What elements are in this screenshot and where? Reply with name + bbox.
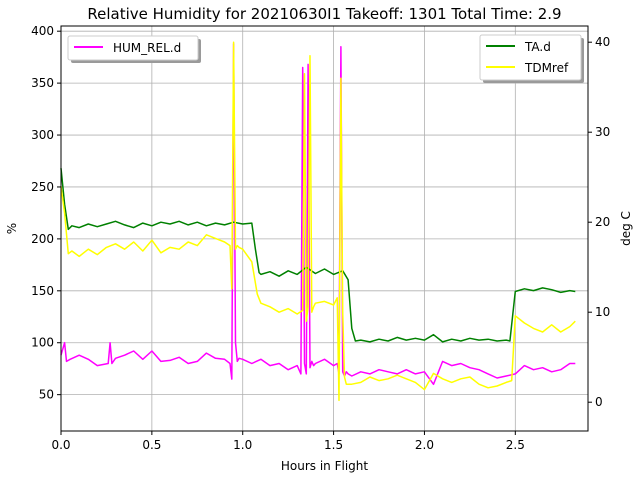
x-axis-ticks: 0.0 0.5 1.0 1.5 2.0 2.5	[51, 431, 525, 452]
y-left-tick-label: 350	[31, 76, 54, 90]
y-left-tick-label: 100	[31, 336, 54, 350]
x-tick-label: 1.5	[324, 438, 343, 452]
series-layer	[60, 41, 576, 402]
y-left-tick-label: 400	[31, 24, 54, 38]
series-line-ta-d	[60, 168, 576, 343]
x-tick-label: 1.0	[233, 438, 252, 452]
y-left-tick-label: 150	[31, 284, 54, 298]
y-right-tick-label: 40	[595, 35, 610, 49]
grid	[60, 26, 588, 431]
series-line-hum-rel-d	[60, 42, 576, 386]
plot-frame	[60, 25, 589, 432]
legend-label-tdmref: TDMref	[524, 61, 569, 75]
plot-area	[61, 26, 588, 431]
y-right-tick-label: 10	[595, 305, 610, 319]
x-tick-label: 0.5	[142, 438, 161, 452]
x-tick-label: 2.5	[506, 438, 525, 452]
x-axis-label: Hours in Flight	[281, 459, 369, 473]
legend-left: HUM_REL.d	[67, 35, 201, 63]
y-right-tick-label: 0	[595, 395, 603, 409]
y-left-tick-label: 50	[39, 388, 54, 402]
series-line-tdmref	[60, 41, 576, 402]
legend-right: TA.d TDMref	[479, 34, 584, 83]
y-left-tick-label: 250	[31, 180, 54, 194]
chart-title: Relative Humidity for 20210630I1 Takeoff…	[87, 5, 561, 23]
y-right-tick-label: 30	[595, 125, 610, 139]
y-right-tick-label: 20	[595, 215, 610, 229]
y-left-axis-ticks: 50 100 150 200 250 300 350 400	[31, 24, 61, 402]
x-tick-label: 2.0	[415, 438, 434, 452]
y-left-tick-label: 300	[31, 128, 54, 142]
x-tick-label: 0.0	[51, 438, 70, 452]
legend-label-ta: TA.d	[524, 40, 551, 54]
y-right-axis-ticks: 0 10 20 30 40	[588, 35, 610, 409]
y-left-axis-label: %	[5, 223, 19, 234]
y-left-tick-label: 200	[31, 232, 54, 246]
legend-label-hum-rel: HUM_REL.d	[113, 41, 181, 55]
y-right-axis-label: deg C	[619, 211, 633, 246]
legend-left-box	[67, 35, 199, 61]
